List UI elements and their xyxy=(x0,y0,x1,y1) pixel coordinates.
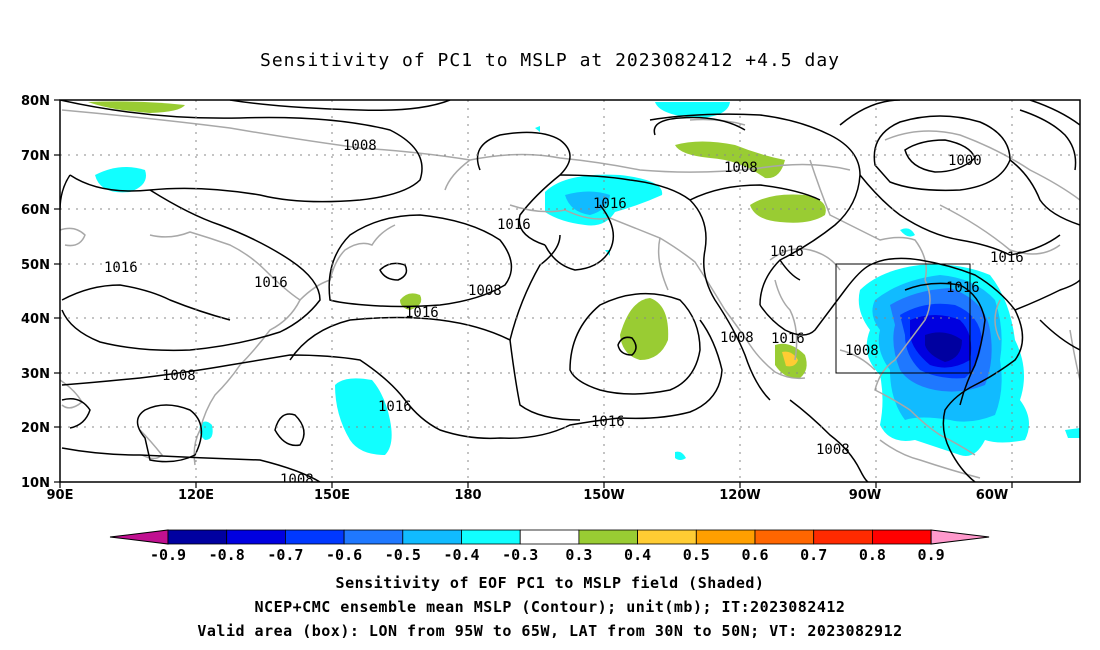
lat-label: 60N xyxy=(21,203,50,218)
colorbar-swatch xyxy=(813,529,873,545)
valid-area-box xyxy=(835,263,971,374)
lon-label: 90E xyxy=(47,488,74,503)
contour-label: 1008 xyxy=(280,472,314,488)
colorbar-label: 0.4 xyxy=(624,546,651,564)
colorbar-swatch xyxy=(284,529,345,545)
colorbar-label: -0.7 xyxy=(267,546,303,564)
lat-label: 80N xyxy=(21,94,50,109)
lat-label: 30N xyxy=(21,367,50,382)
contour-label: 1008 xyxy=(468,283,502,299)
contour-label: 1008 xyxy=(724,160,758,176)
colorbar-label: -0.6 xyxy=(326,546,362,564)
lat-label: 20N xyxy=(21,421,50,436)
mslp-contours xyxy=(60,100,1080,482)
contour-label: 1016 xyxy=(770,244,804,260)
caption-line-3: Valid area (box): LON from 95W to 65W, L… xyxy=(197,622,903,640)
colorbar-swatch xyxy=(578,529,639,545)
lat-label: 40N xyxy=(21,312,50,327)
lon-label: 120E xyxy=(178,488,214,503)
colorbar-label: 0.3 xyxy=(565,546,592,564)
lat-label: 50N xyxy=(21,258,50,273)
plot-frame xyxy=(59,99,1081,483)
colorbar-swatch xyxy=(754,529,815,545)
colorbar-swatch xyxy=(226,529,286,545)
lon-label: 150E xyxy=(314,488,350,503)
colorbar-label: 0.8 xyxy=(859,546,886,564)
colorbar-swatch xyxy=(695,529,756,545)
map-title: Sensitivity of PC1 to MSLP at 2023082412… xyxy=(259,50,840,71)
contour-label: 1016 xyxy=(593,196,627,212)
contour-label: 1008 xyxy=(816,442,850,458)
contour-label: 1016 xyxy=(946,280,980,296)
colorbar-label: 0.6 xyxy=(741,546,768,564)
lon-label: 120W xyxy=(719,488,760,503)
contour-label: 1008 xyxy=(720,330,754,346)
colorbar-swatch xyxy=(872,529,932,545)
colorbar-swatch xyxy=(461,529,521,545)
lon-label: 150W xyxy=(583,488,624,503)
lon-label: 60W xyxy=(976,488,1008,503)
colorbar-swatch xyxy=(637,529,697,545)
colorbar-swatch xyxy=(519,529,580,545)
contour-label: 1008 xyxy=(343,138,377,154)
lat-label: 70N xyxy=(21,149,50,164)
contour-label: 1016 xyxy=(771,331,805,347)
colorbar-label: 0.5 xyxy=(683,546,710,564)
colorbar-label: -0.9 xyxy=(150,546,186,564)
contour-labels: 1008 1016 1016 1016 1016 1008 1016 1016 … xyxy=(104,138,1024,488)
colorbar-extend-high xyxy=(930,529,990,545)
lon-label: 180 xyxy=(454,488,481,503)
latitude-labels: 80N 70N 60N 50N 40N 30N 20N 10N xyxy=(21,94,50,491)
axis-ticks xyxy=(54,99,1013,488)
colorbar-swatch xyxy=(343,529,404,545)
colorbar-label: 0.7 xyxy=(800,546,827,564)
colorbar-label: -0.4 xyxy=(443,546,479,564)
colorbar: -0.9 -0.8 -0.7 -0.6 -0.5 -0.4 -0.3 0.3 0.4 0.5 0.6… xyxy=(109,529,990,564)
longitude-labels: 90E 120E 150E 180 150W 120W 90W 60W xyxy=(47,488,1009,503)
colorbar-label: 0.9 xyxy=(918,546,945,564)
lon-label: 90W xyxy=(849,488,881,503)
contour-label: 1016 xyxy=(104,260,138,276)
contour-label: 1000 xyxy=(948,153,982,169)
colorbar-label: -0.5 xyxy=(385,546,421,564)
contour-label: 1008 xyxy=(845,343,879,359)
lat-label: 10N xyxy=(21,476,50,491)
caption-line-1: Sensitivity of EOF PC1 to MSLP field (Sh… xyxy=(335,574,765,592)
colorbar-swatch xyxy=(402,529,462,545)
contour-label: 1016 xyxy=(378,399,412,415)
colorbar-swatch xyxy=(167,529,228,545)
contour-label: 1016 xyxy=(405,305,439,321)
contour-label: 1016 xyxy=(254,275,288,291)
contour-label: 1016 xyxy=(591,414,625,430)
colorbar-label: -0.8 xyxy=(209,546,245,564)
colorbar-extend-low xyxy=(109,529,169,545)
caption-line-2: NCEP+CMC ensemble mean MSLP (Contour); u… xyxy=(254,598,846,616)
contour-label: 1008 xyxy=(162,368,196,384)
colorbar-label: -0.3 xyxy=(502,546,538,564)
contour-label: 1016 xyxy=(990,250,1024,266)
contour-label: 1016 xyxy=(497,217,531,233)
